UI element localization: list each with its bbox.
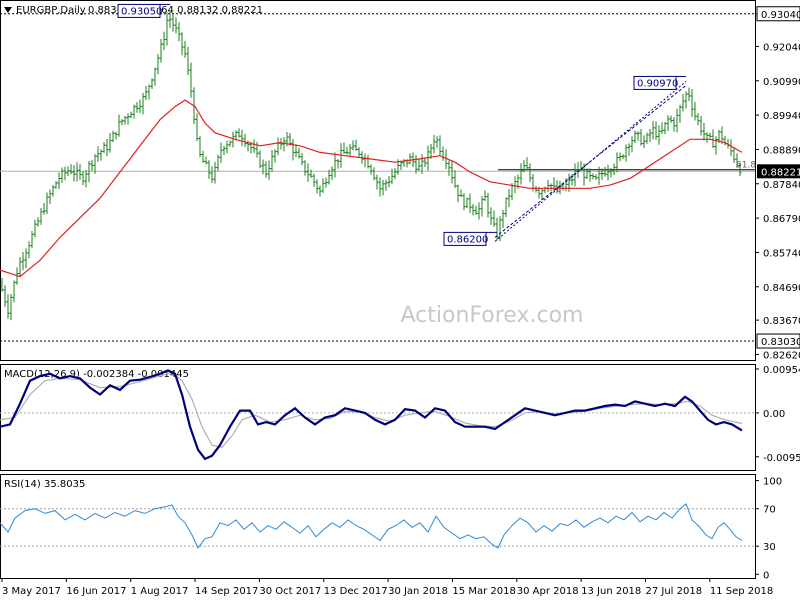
x-axis-label: 13 Dec 2017 [324,586,388,597]
current-price-label: 0.88221 [761,167,800,178]
macd-header: MACD(12,26,9) -0.002384 -0.001445 [4,369,189,380]
price-annotation-label: 0.90970 [637,78,678,89]
macd-axis-label: -0.00953 [763,453,800,464]
x-axis-label: 13 Jun 2018 [581,586,641,597]
x-axis-label: 30 Jan 2018 [388,586,448,597]
trend-line-lower [494,81,687,242]
rsi-line [0,503,743,549]
x-axis-label: 27 Jul 2018 [645,586,702,597]
macd-line [0,369,743,461]
rsi-panel [0,474,756,579]
rsi-axis-label: 30 [763,542,776,553]
rsi-axis-label: 70 [763,505,776,516]
level-badge-label: 0.93040 [761,10,800,21]
x-axis-label: 11 Sep 2018 [710,586,773,597]
level-badge-label: 0.83030 [761,337,800,348]
fib-label: 61.8 [736,161,756,171]
x-axis: 3 May 2017 16 Jun 2017 1 Aug 2017 14 Sep 20… [1,578,773,597]
x-axis-label: 3 May 2017 [2,586,61,597]
macd-panel [0,364,756,471]
watermark: ActionForex.com [401,303,584,328]
macd-layer: MACD(12,26,9) -0.002384 -0.001445 [0,369,755,461]
x-axis-label: 14 Sep 2017 [195,586,258,597]
symbol-label: EURGBP,Daily [16,5,86,16]
x-axis-label: 16 Jun 2017 [66,586,126,597]
current-price-badge [757,164,800,179]
x-axis-label: 1 Aug 2017 [131,586,189,597]
moving-average-line [0,99,743,278]
price-annotation-box [117,3,161,18]
price-annotation-box [633,75,677,90]
annotation-layer: 0.93050 0.90970 0.86200 61.8 [117,3,756,246]
ohlc-values: 0.88370 0.88464 0.88132 0.88221 [88,5,263,16]
rsi-layer: RSI(14) 35.8035 [0,479,755,549]
level-badge [756,333,800,349]
price-layer [0,10,755,342]
macd-axis-label: 0.00954 [763,365,800,376]
macd-axis-label: 0.00 [763,409,785,420]
rsi-header: RSI(14) 35.8035 [4,479,85,490]
ohlc-bars [0,10,742,321]
rsi-axis-label: 100 [763,477,782,488]
x-axis-label: 30 Oct 2017 [259,586,321,597]
level-badge [756,6,800,22]
price-panel [0,0,756,361]
rsi-axis-label: 0 [763,570,769,581]
x-axis-label: 30 Apr 2018 [517,586,579,597]
rsi-axis: 100 70 30 0 [755,477,782,581]
price-annotation-box [443,231,487,246]
price-annotation-label: 0.86200 [447,234,488,245]
triangle-down-icon[interactable] [4,7,12,13]
price-annotation-label: 0.93050 [121,6,162,17]
macd-axis: 0.00954 0.00 -0.00953 [755,365,800,464]
x-axis-label: 15 Mar 2018 [452,586,515,597]
